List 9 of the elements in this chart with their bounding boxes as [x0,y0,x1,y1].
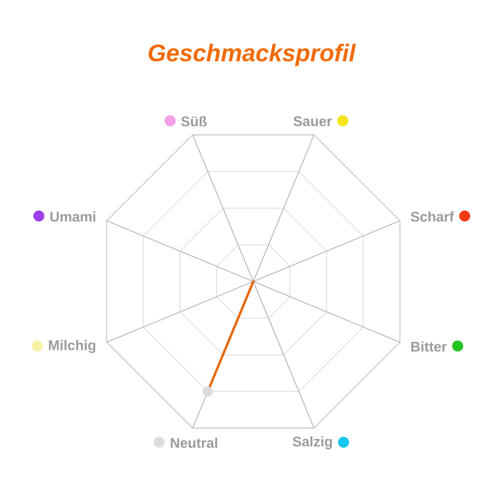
chart-title: Geschmacksprofil [148,44,356,66]
spoke-label: Salzig [292,436,332,450]
spoke-label: Sauer [294,116,332,126]
spoke-label: Umami [50,211,96,222]
spoke-label: Süß [181,116,207,126]
spoke-label: Neutral [170,438,218,448]
spoke-label: Bitter [411,341,447,352]
spoke-label: Milchig [48,340,96,354]
spoke-label: Scharf [410,211,454,222]
